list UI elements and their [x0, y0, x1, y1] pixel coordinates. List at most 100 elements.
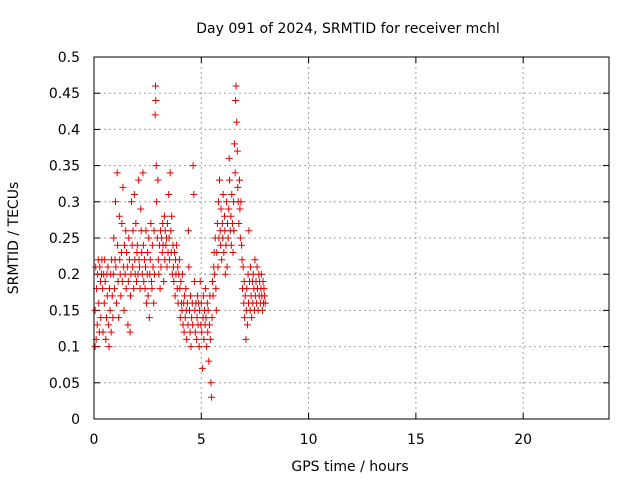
data-point [231, 140, 239, 148]
y-tick-label: 0.5 [58, 50, 80, 66]
scatter-points [91, 82, 269, 401]
data-point [218, 256, 226, 264]
data-point [125, 234, 133, 242]
data-point [178, 270, 186, 278]
data-point [261, 299, 269, 307]
data-point [248, 314, 256, 322]
data-point [196, 277, 204, 285]
data-point [208, 277, 216, 285]
data-point [203, 343, 211, 351]
data-point [170, 248, 178, 256]
data-point [129, 263, 137, 271]
data-point [163, 220, 171, 228]
x-tick-label: 0 [90, 432, 99, 448]
data-point [245, 227, 253, 235]
data-point [148, 241, 156, 249]
data-point [142, 263, 149, 271]
data-point [139, 241, 147, 249]
y-tick-label: 0.15 [49, 303, 80, 319]
data-point [260, 285, 268, 293]
data-point [223, 263, 231, 271]
data-point [102, 335, 110, 343]
data-point [190, 191, 198, 199]
data-point [118, 277, 126, 285]
data-point [204, 328, 212, 336]
data-point [261, 292, 269, 300]
data-point [198, 328, 206, 336]
data-point [180, 328, 188, 336]
data-point [211, 270, 219, 278]
data-point [198, 364, 206, 372]
data-point [115, 212, 123, 220]
data-point [235, 220, 243, 228]
data-point [109, 270, 117, 278]
data-point [126, 292, 134, 300]
data-point [242, 335, 250, 343]
data-point [152, 96, 160, 104]
data-point [182, 285, 190, 293]
data-point [124, 277, 132, 285]
data-point [107, 328, 115, 336]
data-point [183, 335, 191, 343]
data-point [163, 263, 171, 271]
data-point [149, 263, 157, 271]
data-point [156, 285, 164, 293]
data-point [235, 176, 243, 184]
data-point [193, 335, 201, 343]
data-point [155, 270, 163, 278]
data-point [185, 263, 193, 271]
data-point [170, 277, 178, 285]
data-point [91, 343, 99, 351]
data-point [137, 205, 145, 213]
data-point [189, 162, 197, 170]
data-point [258, 306, 266, 314]
data-point [247, 263, 255, 271]
data-point [165, 234, 173, 242]
data-point [133, 241, 141, 249]
data-point [232, 82, 240, 90]
data-point [236, 205, 244, 213]
data-point [112, 263, 120, 271]
data-point [99, 328, 107, 336]
data-point [193, 292, 201, 300]
data-point [115, 314, 123, 322]
data-point [204, 306, 212, 314]
data-point [202, 285, 210, 293]
data-point [120, 306, 128, 314]
data-point [160, 277, 168, 285]
data-point [167, 227, 175, 235]
data-point [165, 191, 173, 199]
data-point [173, 241, 181, 249]
data-point [205, 321, 213, 329]
y-tick-label: 0.05 [49, 376, 80, 392]
data-point [208, 393, 216, 401]
y-axis-label: SRMTID / TECUs [6, 182, 22, 295]
data-point [237, 198, 245, 206]
data-point [140, 277, 148, 285]
data-point [123, 248, 131, 256]
data-point [130, 191, 138, 199]
x-tick-label: 15 [407, 432, 425, 448]
data-point [224, 234, 232, 242]
data-point [184, 227, 192, 235]
data-point [113, 299, 121, 307]
data-point [187, 292, 195, 300]
data-point [223, 198, 231, 206]
data-point [195, 343, 203, 351]
data-point [199, 292, 207, 300]
data-point [181, 314, 189, 322]
data-point [110, 234, 118, 242]
y-tick-label: 0.3 [58, 195, 80, 211]
data-point [174, 263, 182, 271]
data-point [227, 241, 235, 249]
data-point [151, 111, 159, 119]
data-point [108, 292, 116, 300]
data-point [177, 277, 185, 285]
y-tick-label: 0.1 [58, 340, 80, 356]
data-point [191, 328, 199, 336]
data-point [91, 306, 99, 314]
data-point [219, 191, 227, 199]
data-point [166, 169, 174, 177]
data-point [106, 306, 114, 314]
data-point [110, 285, 118, 293]
